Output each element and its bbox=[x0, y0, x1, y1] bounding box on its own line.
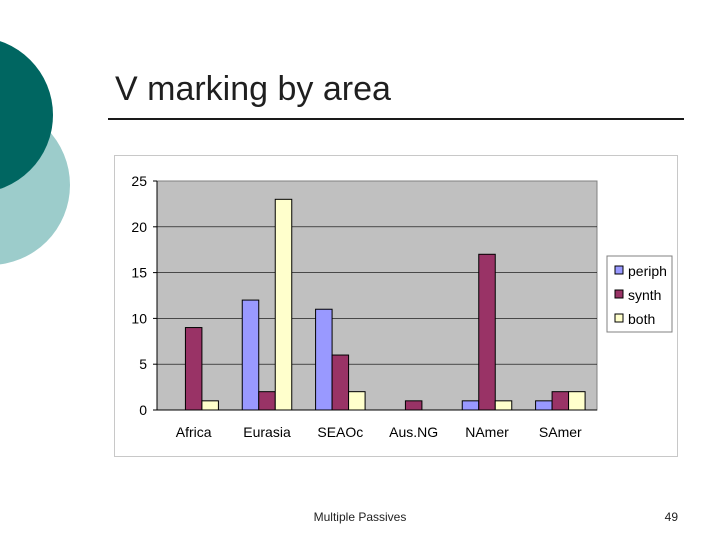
bar-synth bbox=[184, 327, 203, 411]
x-tick-label: Africa bbox=[176, 424, 212, 440]
x-tick-label: SAmer bbox=[539, 424, 582, 440]
y-tick-label: 0 bbox=[139, 402, 147, 418]
legend-label-synth: synth bbox=[628, 287, 661, 303]
bar-chart: 0 5 10 15 20 25 Africa Eurasia SEAOc Aus.NG NAmer S… bbox=[131, 173, 673, 440]
legend-swatch-synth bbox=[614, 289, 624, 299]
y-tick-label: 25 bbox=[131, 173, 147, 189]
bar-synth bbox=[551, 391, 570, 411]
bar-periph bbox=[241, 299, 260, 411]
legend-label-both: both bbox=[628, 311, 655, 327]
legend-swatch-both bbox=[614, 313, 624, 323]
x-tick-label: SEAOc bbox=[317, 424, 363, 440]
x-tick-label: Eurasia bbox=[243, 424, 291, 440]
footer-text: Multiple Passives bbox=[313, 510, 407, 524]
y-tick-label: 15 bbox=[131, 265, 147, 281]
x-tick-label: NAmer bbox=[465, 424, 509, 440]
legend-swatch-periph bbox=[614, 265, 624, 275]
bar-periph bbox=[461, 400, 480, 411]
y-tick-label: 20 bbox=[131, 219, 147, 235]
deco-circle-dark bbox=[0, 41, 53, 189]
decorative-circles-graphic bbox=[0, 41, 70, 265]
bar-both bbox=[494, 400, 513, 411]
decorative-circles bbox=[0, 0, 80, 300]
page-number: 49 bbox=[664, 510, 678, 524]
bar-both bbox=[274, 198, 293, 411]
slide-title: V marking by area bbox=[115, 70, 391, 108]
y-tick-label: 5 bbox=[139, 356, 147, 372]
legend-label-periph: periph bbox=[628, 263, 667, 279]
bar-both bbox=[568, 391, 586, 411]
bar-synth bbox=[331, 354, 350, 411]
bar-both bbox=[348, 391, 366, 411]
plot-area bbox=[156, 180, 598, 411]
bar-synth bbox=[404, 400, 423, 411]
bar-both bbox=[201, 400, 219, 411]
bar-periph bbox=[535, 400, 553, 411]
bar-synth bbox=[478, 253, 496, 411]
y-tick-label: 10 bbox=[131, 310, 147, 326]
chart-frame: 0 5 10 15 20 25 Africa Eurasia SEAOc Aus.NG NAmer S… bbox=[114, 155, 678, 457]
title-underline bbox=[108, 118, 684, 120]
x-tick-label: Aus.NG bbox=[389, 424, 438, 440]
bar-synth bbox=[258, 391, 276, 411]
bar-periph bbox=[315, 308, 333, 411]
